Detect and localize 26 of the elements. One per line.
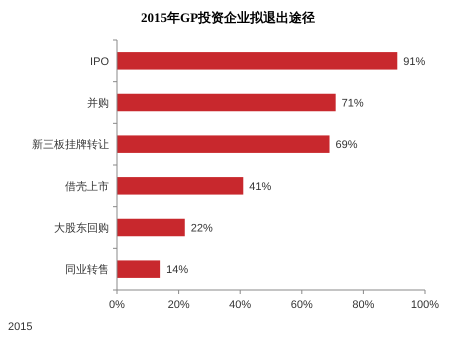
x-tick-label: 0% — [109, 299, 126, 311]
y-tick-label: IPO — [90, 56, 110, 68]
x-tick-label: 20% — [168, 299, 190, 311]
data-label: 14% — [166, 264, 188, 276]
bar — [117, 177, 244, 195]
y-tick-label: 新三板挂牌转让 — [32, 138, 109, 152]
y-tick-label: 并购 — [87, 96, 109, 110]
bar — [117, 260, 160, 278]
data-label: 91% — [403, 56, 426, 68]
y-tick-label: 大股东回购 — [54, 222, 109, 234]
data-label: 22% — [190, 222, 213, 234]
x-tick-label: 80% — [352, 299, 375, 311]
x-tick-label: 100% — [410, 299, 440, 311]
bar — [117, 135, 330, 153]
y-tick-label: 同业转售 — [65, 263, 109, 276]
bar — [117, 52, 398, 70]
data-label: 71% — [342, 98, 364, 110]
y-tick-label: 借壳上市 — [65, 180, 109, 193]
x-tick-label: 60% — [290, 299, 314, 311]
chart-title: 2015年GP投资企业拟退出途径 — [140, 10, 316, 25]
bar — [117, 94, 336, 112]
x-tick-label: 40% — [229, 299, 252, 311]
data-label: 69% — [336, 139, 358, 152]
bar — [117, 218, 185, 236]
data-label: 41% — [249, 180, 272, 193]
text: 2015 — [8, 321, 32, 333]
